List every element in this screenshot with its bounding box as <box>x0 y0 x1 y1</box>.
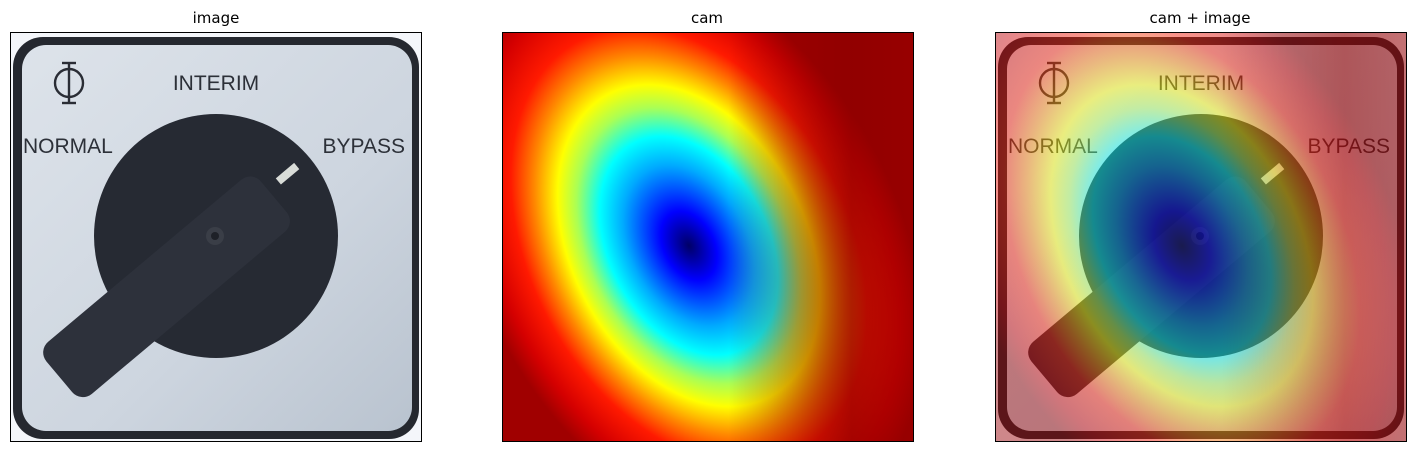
rotary-switch-photo: INTERIM NORMAL BYPASS <box>11 33 421 441</box>
panel-title-overlay: cam + image <box>1149 9 1251 27</box>
label-normal: NORMAL <box>23 135 113 158</box>
panel-title-image: image <box>192 9 240 27</box>
cam-heatmap <box>503 33 913 441</box>
panel-title-cam: cam <box>690 9 724 27</box>
label-interim: INTERIM <box>173 72 259 95</box>
cam-overlay-image: INTERIM NORMAL BYPASS <box>996 33 1406 441</box>
cam-heatmap-frame <box>502 32 914 442</box>
overlay-frame: INTERIM NORMAL BYPASS <box>995 32 1407 442</box>
image-frame: INTERIM NORMAL BYPASS <box>10 32 422 442</box>
label-bypass: BYPASS <box>323 135 405 158</box>
